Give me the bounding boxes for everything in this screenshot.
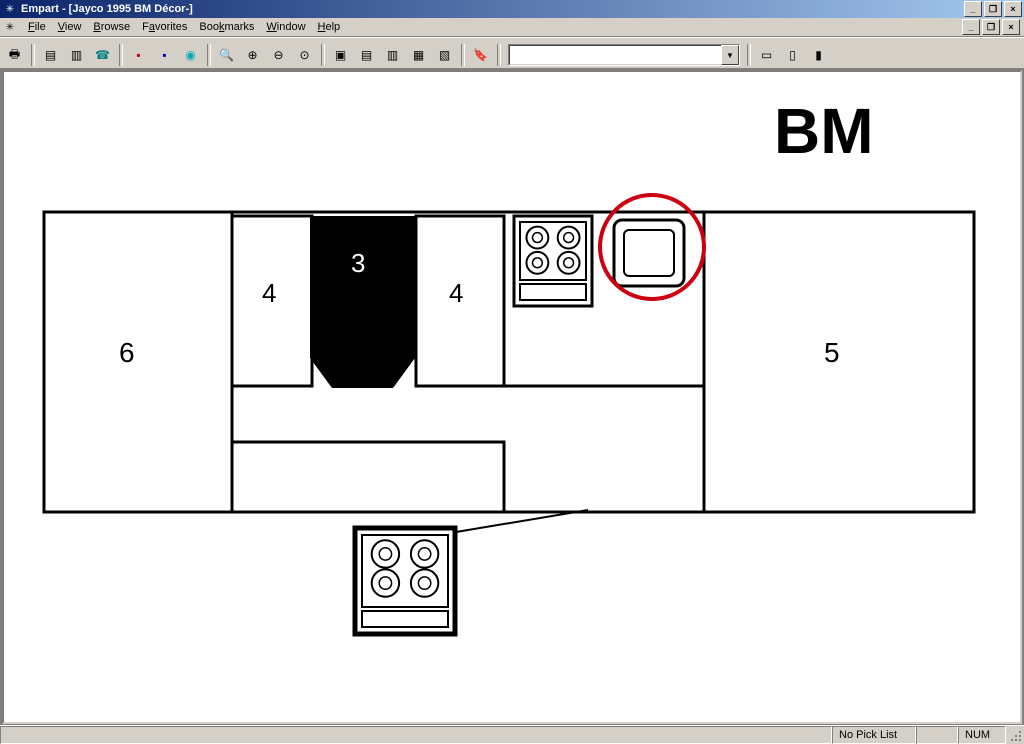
separator [119, 44, 123, 66]
close-button[interactable]: × [1004, 1, 1022, 17]
title-bar: ✳ Empart - [Jayco 1995 BM Décor-] _ ❐ × [0, 0, 1024, 18]
marker-icon[interactable]: 🔖 [468, 43, 493, 67]
floorplan-svg: 6 5 4 3 4 [4, 72, 1018, 722]
svg-text:3: 3 [351, 248, 365, 278]
client-area: BM 6 5 4 3 4 [0, 68, 1024, 726]
doc1-icon[interactable]: ▤ [38, 43, 63, 67]
menu-bar: ✳ File View Browse Favorites Bookmarks W… [0, 18, 1024, 37]
document-view[interactable]: BM 6 5 4 3 4 [2, 70, 1022, 724]
resize-grip[interactable] [1006, 726, 1024, 744]
separator [497, 44, 501, 66]
search-input[interactable] [509, 45, 721, 65]
separator [461, 44, 465, 66]
menu-view[interactable]: View [52, 20, 88, 34]
view4-icon[interactable]: ▦ [406, 43, 431, 67]
status-num: NUM [958, 726, 1006, 744]
print-icon[interactable]: 🖶 [2, 43, 27, 67]
status-bar: No Pick List NUM [0, 725, 1024, 744]
view5-icon[interactable]: ▧ [432, 43, 457, 67]
separator [321, 44, 325, 66]
combo-arrow-icon[interactable]: ▼ [721, 45, 739, 65]
model-label: BM [774, 94, 874, 168]
separator [31, 44, 35, 66]
app-icon: ✳ [2, 1, 18, 17]
menu-file[interactable]: File [22, 20, 52, 34]
view1-icon[interactable]: ▣ [328, 43, 353, 67]
doc-icon: ✳ [2, 19, 18, 35]
menu-bookmarks[interactable]: Bookmarks [193, 20, 260, 34]
menu-help[interactable]: Help [312, 20, 347, 34]
svg-text:5: 5 [824, 337, 840, 368]
view3-icon[interactable]: ▥ [380, 43, 405, 67]
panel1-icon[interactable]: ▭ [754, 43, 779, 67]
minimize-button[interactable]: _ [964, 1, 982, 17]
svg-text:6: 6 [119, 337, 135, 368]
mdi-minimize-button[interactable]: _ [962, 19, 980, 35]
floorplan-canvas: BM 6 5 4 3 4 [4, 72, 1020, 722]
panel2-icon[interactable]: ▯ [780, 43, 805, 67]
mdi-restore-button[interactable]: ❐ [982, 19, 1000, 35]
status-main [0, 726, 832, 744]
separator [747, 44, 751, 66]
separator [207, 44, 211, 66]
menu-browse[interactable]: Browse [87, 20, 136, 34]
cyan-box-icon[interactable]: ◉ [178, 43, 203, 67]
maximize-button[interactable]: ❐ [984, 1, 1002, 17]
status-picklist: No Pick List [832, 726, 916, 744]
search-combo[interactable]: ▼ [508, 44, 740, 66]
red-target-icon[interactable]: ▪ [126, 43, 151, 67]
view2-icon[interactable]: ▤ [354, 43, 379, 67]
panel3-icon[interactable]: ▮ [806, 43, 831, 67]
svg-text:4: 4 [449, 278, 463, 308]
doc2-icon[interactable]: ▥ [64, 43, 89, 67]
page-icon[interactable]: ☎ [90, 43, 115, 67]
window-title: Empart - [Jayco 1995 BM Décor-] [21, 3, 193, 15]
zoom-window-icon[interactable]: 🔍 [214, 43, 239, 67]
menu-window[interactable]: Window [260, 20, 311, 34]
svg-text:4: 4 [262, 278, 276, 308]
mdi-close-button[interactable]: × [1002, 19, 1020, 35]
zoom-in-icon[interactable]: ⊕ [240, 43, 265, 67]
status-blank [916, 726, 958, 744]
blue-target-icon[interactable]: ▪ [152, 43, 177, 67]
zoom-fit-icon[interactable]: ⊙ [292, 43, 317, 67]
menu-favorites[interactable]: Favorites [136, 20, 193, 34]
zoom-out-icon[interactable]: ⊖ [266, 43, 291, 67]
